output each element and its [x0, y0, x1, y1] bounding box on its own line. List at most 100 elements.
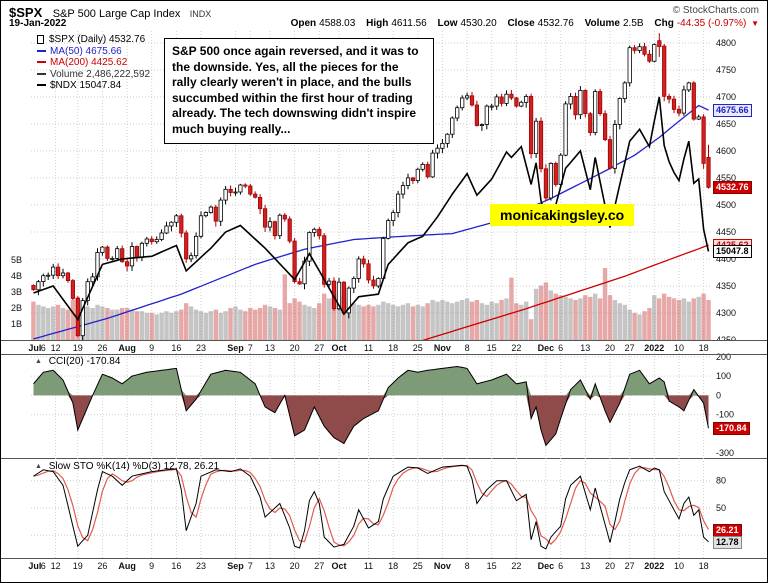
x-axis-tick-label: 7 — [247, 343, 253, 353]
x-axis-tick-label: 11 — [363, 561, 374, 571]
cci-value: -170.84 — [86, 356, 121, 367]
quote-chg-value: -44.35 (-0.97%) — [676, 18, 747, 29]
price-grid: 4250 4300 4350 4400 4450 4500 4550 4600 4650 4700… — [31, 31, 736, 341]
legend-label: MA(200) 4425.62 — [50, 57, 128, 68]
axis-value-box: 15047.8 — [713, 245, 752, 258]
x-axis-tick-label: 20 — [289, 343, 300, 353]
x-axis-tick-label: Sep — [227, 561, 244, 571]
x-axis-tick-label: 26 — [97, 343, 108, 353]
quote-high-value: 4611.56 — [391, 18, 427, 29]
x-axis-tick-label: Nov — [433, 343, 451, 353]
price-axis-label: 4400 — [716, 254, 736, 264]
legend-item: $SPX (Daily) 4532.76 — [37, 34, 150, 46]
svg-text:2B: 2B — [11, 303, 22, 313]
x-axis-tick-label: Sep — [227, 343, 244, 353]
price-axis-label: 4500 — [716, 200, 736, 210]
ma200-line — [419, 244, 709, 341]
x-axis-tick-label: 11 — [363, 343, 374, 353]
x-axis-tick-label: Oct — [331, 561, 347, 571]
symbol-ticker: $SPX — [9, 5, 43, 20]
x-axis-tick-label: 20 — [289, 561, 300, 571]
x-axis-tick-label: 16 — [171, 343, 182, 353]
x-axis-tick-label: 23 — [195, 561, 207, 571]
x-axis-tick-label: 22 — [511, 561, 522, 571]
x-axis-tick-label: 13 — [580, 561, 591, 571]
x-axis-tick-label: 18 — [698, 561, 709, 571]
legend-label: $SPX (Daily) 4532.76 — [49, 34, 146, 45]
x-axis-tick-label: 6 — [558, 343, 564, 353]
x-axis-tick-label: 18 — [388, 561, 399, 571]
x-axis-tick-label: 13 — [264, 343, 276, 353]
legend-item: Volume 2,486,222,592 — [37, 69, 150, 81]
ma50-line — [33, 104, 709, 340]
price-axis-label: 4800 — [716, 38, 736, 48]
legend-label: Volume 2,486,222,592 — [50, 68, 151, 80]
price-axis-label: 4650 — [716, 119, 736, 129]
x-axis-tick-label: 16 — [171, 561, 182, 571]
volume-bars — [31, 268, 711, 340]
axis-value-box: -170.84 — [713, 422, 750, 435]
candlestick-icon — [37, 34, 44, 44]
x-axis-tick-label: 20 — [604, 561, 616, 571]
sto-value: 12.78, 26.21 — [163, 461, 220, 472]
copyright-text: © StockCharts.com — [672, 5, 759, 16]
cci-positive-fill — [33, 366, 709, 396]
stochastics-panel-canvas: 805020 — [1, 458, 767, 558]
price-axis-label: 4350 — [716, 281, 736, 291]
x-axis-tick-label: 19 — [72, 561, 83, 571]
svg-text:3B: 3B — [11, 287, 22, 297]
x-axis-tick-label: Dec — [537, 561, 555, 571]
x-axis-tick-label: 6 — [40, 561, 46, 571]
sto-label: Slow STO %K(14) %D(3) — [48, 461, 161, 472]
chart-header: $SPX S&P 500 Large Cap Index INDX © Stoc… — [9, 4, 759, 20]
x-axis-tick-label: 25 — [412, 343, 423, 353]
cci-axis-label: 200 — [716, 353, 731, 362]
chart-date: 19-Jan-2022 — [9, 18, 67, 29]
x-axis-tick-label: 8 — [464, 561, 470, 571]
x-axis-tick-label: 2022 — [644, 561, 665, 571]
x-axis-tick-label: 10 — [673, 343, 685, 353]
price-axis-label: 4600 — [716, 146, 736, 156]
x-axis-tick-label: 9 — [149, 343, 155, 353]
x-axis-tick-label: Nov — [433, 561, 451, 571]
price-axis-label: 4550 — [716, 173, 736, 183]
quote-volume-label: Volume — [584, 18, 620, 29]
legend-item: MA(200) 4425.62 — [37, 57, 150, 69]
sto-grid: 805020 — [31, 458, 726, 558]
x-axis-tick-label: 15 — [486, 343, 497, 353]
x-axis-tick-label: 20 — [604, 343, 616, 353]
line-swatch-icon — [37, 61, 46, 64]
svg-text:4B: 4B — [11, 271, 22, 281]
cci-axis-label: 0 — [716, 390, 721, 400]
legend-item: MA(50) 4675.66 — [37, 46, 150, 58]
sto-axis-label: 80 — [716, 476, 726, 486]
x-axis-tick-label: 2022 — [644, 343, 665, 353]
svg-text:1B: 1B — [11, 319, 22, 329]
symbol-name: S&P 500 Large Cap Index — [52, 8, 181, 20]
panel-chart-icon: ▲ — [35, 463, 42, 470]
sto-k-line — [33, 464, 709, 550]
ndx-overlay-line — [33, 96, 710, 322]
quote-close-value: 4532.76 — [537, 18, 574, 29]
x-axis-tick-label: 27 — [314, 561, 325, 571]
quote-chg-label: Chg — [654, 18, 674, 29]
quote-open-label: Open — [290, 18, 317, 29]
quote-low-value: 4530.20 — [460, 18, 497, 29]
x-axis-tick-label: Jul — [28, 343, 42, 353]
x-axis-tick-label: 8 — [464, 343, 470, 353]
x-axis-tick-label: Dec — [537, 343, 555, 353]
x-axis-tick-label: 26 — [97, 561, 108, 571]
price-axis-label: 4750 — [716, 65, 736, 75]
axis-value-box: 4532.76 — [713, 181, 752, 194]
price-chart-canvas: 4250 4300 4350 4400 4450 4500 4550 4600 4650 4700… — [11, 31, 736, 341]
quote-close-label: Close — [507, 18, 535, 29]
price-axis-label: 4700 — [716, 92, 736, 102]
stochastics-legend: ▲ Slow STO %K(14) %D(3) 12.78, 26.21 — [35, 461, 219, 472]
x-axis-tick-label: 19 — [72, 343, 83, 353]
x-axis-tick-label: 22 — [511, 343, 522, 353]
price-legend: $SPX (Daily) 4532.76 MA(50) 4675.66 MA(200… — [37, 34, 150, 92]
annotation-box: S&P 500 once again reversed, and it was … — [164, 38, 434, 144]
exchange-label: INDX — [189, 9, 212, 19]
cci-legend: ▲ CCI(20) -170.84 — [35, 356, 120, 367]
